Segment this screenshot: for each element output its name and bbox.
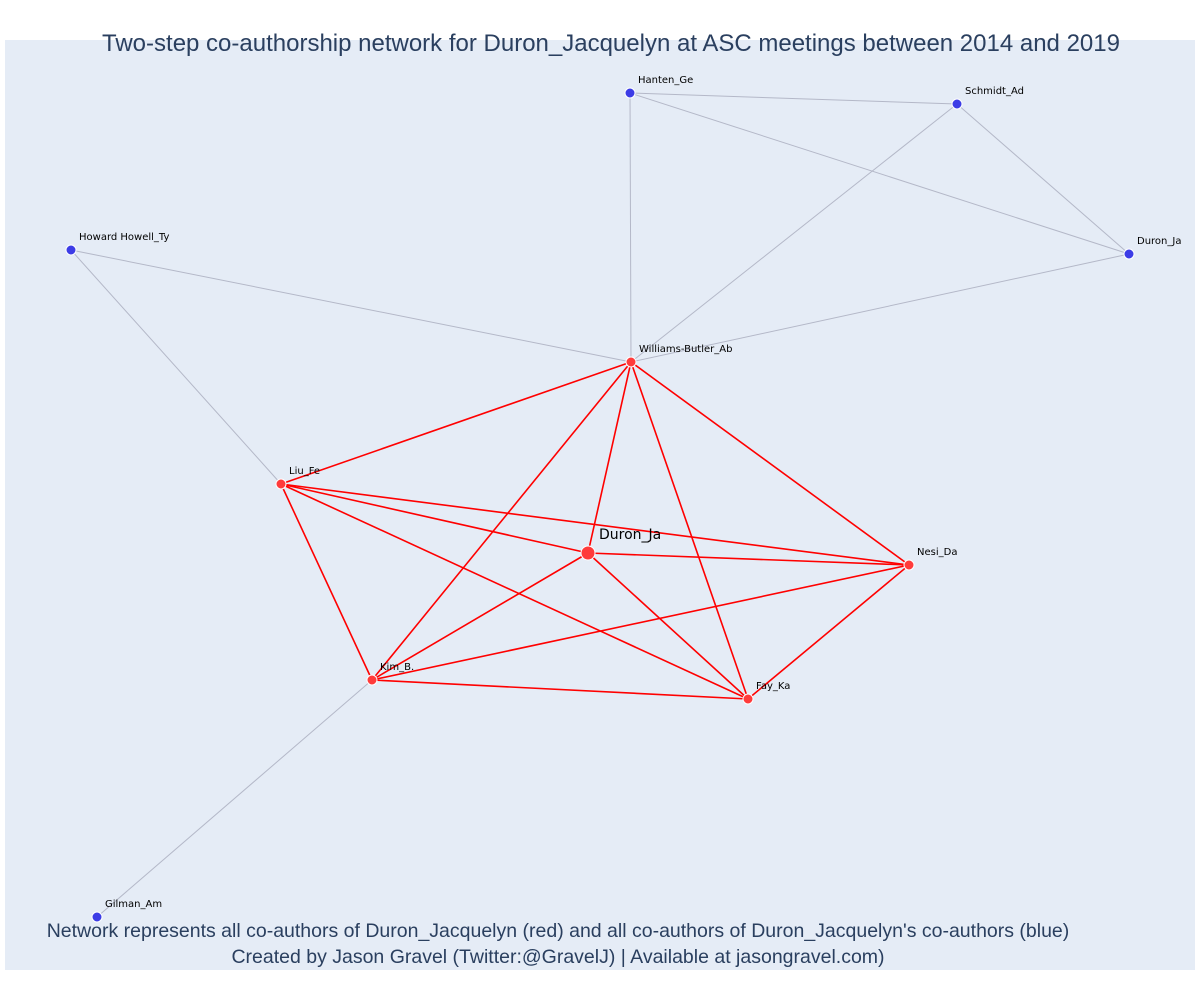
- node-williams[interactable]: [625, 356, 637, 368]
- edge-howard-williams: [70, 249, 632, 363]
- node-label-liu: Liu_Fe: [289, 466, 320, 477]
- edge-hanten-williams: [629, 92, 632, 363]
- caption-line-2: Created by Jason Gravel (Twitter:@Gravel…: [231, 946, 885, 968]
- node-duron_blue[interactable]: [1123, 248, 1135, 260]
- node-label-howard: Howard Howell_Ty: [79, 232, 169, 243]
- edge-kim-nesi: [371, 564, 910, 681]
- edge-williams-liu: [280, 361, 632, 485]
- edge-hanten-schmidt: [629, 92, 958, 105]
- node-label-gilman: Gilman_Am: [105, 899, 162, 910]
- node-label-duron_center: Duron_Ja: [599, 527, 661, 543]
- caption: Network represents all co-authors of Dur…: [0, 918, 1116, 970]
- node-label-schmidt: Schmidt_Ad: [965, 86, 1024, 97]
- node-schmidt[interactable]: [951, 98, 963, 110]
- edge-duron_center-kim: [371, 552, 589, 681]
- node-fay[interactable]: [742, 693, 754, 705]
- edge-kim-fay: [371, 679, 749, 700]
- edge-fay-nesi: [747, 564, 910, 700]
- node-label-fay: Fay_Ka: [756, 681, 790, 692]
- caption-line-1: Network represents all co-authors of Dur…: [46, 920, 1070, 942]
- edge-liu-fay: [280, 483, 749, 700]
- node-gilman[interactable]: [91, 911, 103, 923]
- node-duron_center[interactable]: [580, 545, 596, 561]
- node-label-hanten: Hanten_Ge: [638, 75, 693, 86]
- node-hanten[interactable]: [624, 87, 636, 99]
- plot-background: [5, 40, 1195, 970]
- edge-williams-duron_center: [587, 361, 632, 554]
- node-label-williams: Williams-Butler_Ab: [639, 344, 732, 355]
- edge-gilman-kim: [96, 679, 373, 918]
- node-liu[interactable]: [275, 478, 287, 490]
- edge-williams-nesi: [630, 361, 910, 566]
- edge-howard-liu: [70, 249, 282, 485]
- node-nesi[interactable]: [903, 559, 915, 571]
- node-howard[interactable]: [65, 244, 77, 256]
- node-label-duron_blue: Duron_Ja: [1137, 236, 1181, 247]
- edge-williams-fay: [630, 361, 749, 700]
- nodes-layer: [65, 87, 1135, 923]
- edge-liu-kim: [280, 483, 373, 681]
- node-kim[interactable]: [366, 674, 378, 686]
- edge-liu-nesi: [280, 483, 910, 566]
- labels-layer: Duron_Ja Williams-Butler_Ab Liu_Fe Kim_B. Fa…: [79, 75, 1181, 910]
- node-label-nesi: Nesi_Da: [917, 547, 957, 558]
- edge-duron_center-nesi: [587, 552, 910, 566]
- edges-layer: [70, 92, 1130, 918]
- chart-title: Two-step co-authorship network for Duron…: [102, 30, 1120, 57]
- edge-liu-duron_center: [280, 483, 589, 554]
- edge-duron_blue-williams: [630, 253, 1130, 363]
- edge-duron_center-fay: [587, 552, 749, 700]
- edge-williams-kim: [371, 361, 632, 681]
- edge-hanten-duron_blue: [629, 92, 1130, 255]
- edge-schmidt-williams: [630, 103, 958, 363]
- edge-schmidt-duron_blue: [956, 103, 1130, 255]
- node-label-kim: Kim_B.: [380, 662, 414, 673]
